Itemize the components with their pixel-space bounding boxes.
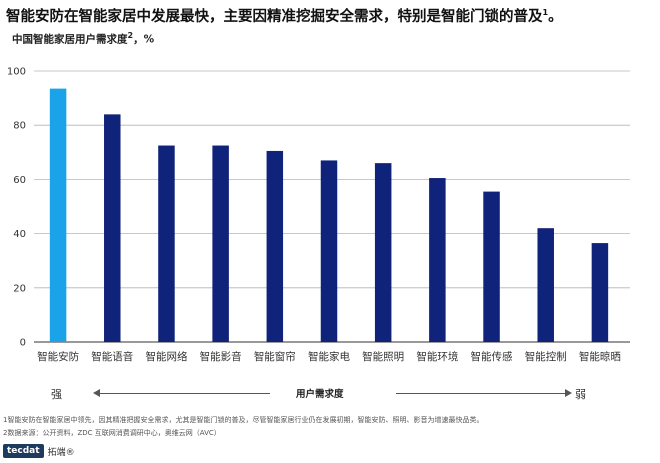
bar xyxy=(158,145,175,342)
left-arrow-icon xyxy=(93,389,100,397)
logo-badge: tecdat xyxy=(3,444,44,458)
chart-subtitle: 中国智能家居用户需求度2，% xyxy=(12,31,155,46)
y-tick-label: 20 xyxy=(13,283,26,294)
y-tick-label: 60 xyxy=(13,175,26,186)
bar xyxy=(320,160,338,342)
bar xyxy=(537,228,554,342)
right-arrow-icon xyxy=(565,389,572,397)
x-tick-label: 智能语音 xyxy=(91,350,133,363)
x-tick-label: 智能影音 xyxy=(200,350,242,363)
logo: tecdat 拓端® xyxy=(3,443,75,459)
x-tick-label: 智能传感 xyxy=(471,350,513,363)
left-arrow-line xyxy=(98,393,270,394)
bar xyxy=(49,88,67,343)
bar xyxy=(483,191,500,342)
weak-label: 弱 xyxy=(575,388,586,401)
headline: 智能安防在智能家居中发展最快，主要因精准挖掘安全需求，特别是智能门锁的普及1。 xyxy=(6,8,563,25)
x-tick-label: 智能环境 xyxy=(416,350,458,363)
x-tick-label: 智能照明 xyxy=(362,350,404,363)
bar-chart: 0 20 40 60 80 100 智能安防 智能语音 智能网络 智能影音 智能窗帘 智能家电 智能照明… xyxy=(7,67,630,363)
x-tick-label: 智能窗帘 xyxy=(254,350,296,363)
bar xyxy=(591,243,609,342)
bar xyxy=(266,150,284,342)
x-tick-label: 智能安防 xyxy=(37,350,79,363)
bar xyxy=(104,114,121,342)
logo-text: 拓端® xyxy=(47,447,75,458)
bar xyxy=(374,163,392,342)
y-tick-label: 0 xyxy=(20,338,26,349)
y-tick-label: 80 xyxy=(13,121,26,132)
footnote-2: 2数据来源：公开资料，ZDC 互联网消费调研中心，奥维云网（AVC） xyxy=(3,429,221,437)
y-tick-label: 40 xyxy=(13,229,26,240)
bar xyxy=(212,145,229,342)
right-arrow-line xyxy=(396,393,566,394)
bar xyxy=(429,178,446,342)
demand-axis-annotation: 强 用户需求度 弱 xyxy=(0,384,660,404)
footnote-1: 1智能安防在智能家居中领先，因其精准把握安全需求，尤其是智能门锁的普及，尽管智能… xyxy=(3,416,484,424)
strong-label: 强 xyxy=(51,388,62,401)
y-tick-label: 100 xyxy=(7,67,26,78)
demand-axis-label: 用户需求度 xyxy=(296,389,344,400)
x-tick-label: 智能晾晒 xyxy=(579,350,621,363)
x-tick-label: 智能控制 xyxy=(525,350,567,363)
x-tick-label: 智能家电 xyxy=(308,350,350,363)
x-tick-label: 智能网络 xyxy=(145,350,187,363)
